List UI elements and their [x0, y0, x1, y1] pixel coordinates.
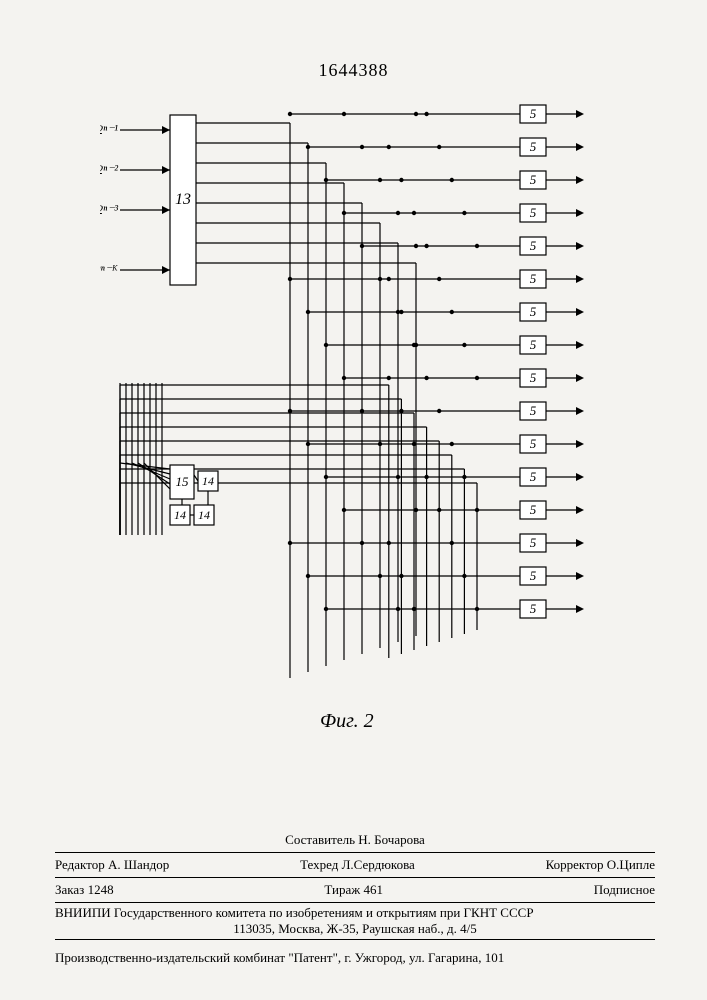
svg-text:5: 5 — [530, 436, 537, 451]
circuit-diagram: 13 2ⁿ⁻¹ 2ⁿ⁻² 2ⁿ⁻³ 2ⁿ⁻ᴷ 5 5 5 5 5 5 5 5 5 5 5 5 5 5 5 5 15 14 14… — [100, 95, 620, 695]
svg-text:2ⁿ⁻¹: 2ⁿ⁻¹ — [100, 122, 118, 137]
svg-text:15: 15 — [176, 474, 190, 489]
footer-address: Производственно-издательский комбинат "П… — [55, 950, 655, 966]
svg-text:5: 5 — [530, 337, 537, 352]
svg-text:2ⁿ⁻ᴷ: 2ⁿ⁻ᴷ — [100, 262, 119, 277]
svg-text:14: 14 — [198, 508, 210, 522]
svg-text:5: 5 — [530, 205, 537, 220]
svg-text:5: 5 — [530, 535, 537, 550]
svg-text:5: 5 — [530, 469, 537, 484]
patent-number: 1644388 — [0, 60, 707, 81]
svg-text:2ⁿ⁻²: 2ⁿ⁻² — [100, 162, 119, 177]
svg-text:14: 14 — [202, 474, 214, 488]
svg-text:14: 14 — [174, 508, 186, 522]
svg-text:5: 5 — [530, 304, 537, 319]
svg-text:5: 5 — [530, 568, 537, 583]
svg-text:5: 5 — [530, 271, 537, 286]
svg-text:2ⁿ⁻³: 2ⁿ⁻³ — [100, 202, 119, 217]
svg-text:5: 5 — [530, 238, 537, 253]
svg-text:5: 5 — [530, 601, 537, 616]
figure-label: Фиг. 2 — [320, 710, 374, 733]
svg-text:5: 5 — [530, 502, 537, 517]
svg-text:5: 5 — [530, 139, 537, 154]
svg-text:5: 5 — [530, 403, 537, 418]
svg-text:5: 5 — [530, 370, 537, 385]
svg-text:5: 5 — [530, 106, 537, 121]
svg-text:5: 5 — [530, 172, 537, 187]
credits-block: Составитель Н. Бочарова Редактор А. Шанд… — [55, 830, 655, 942]
svg-text:13: 13 — [175, 191, 191, 208]
